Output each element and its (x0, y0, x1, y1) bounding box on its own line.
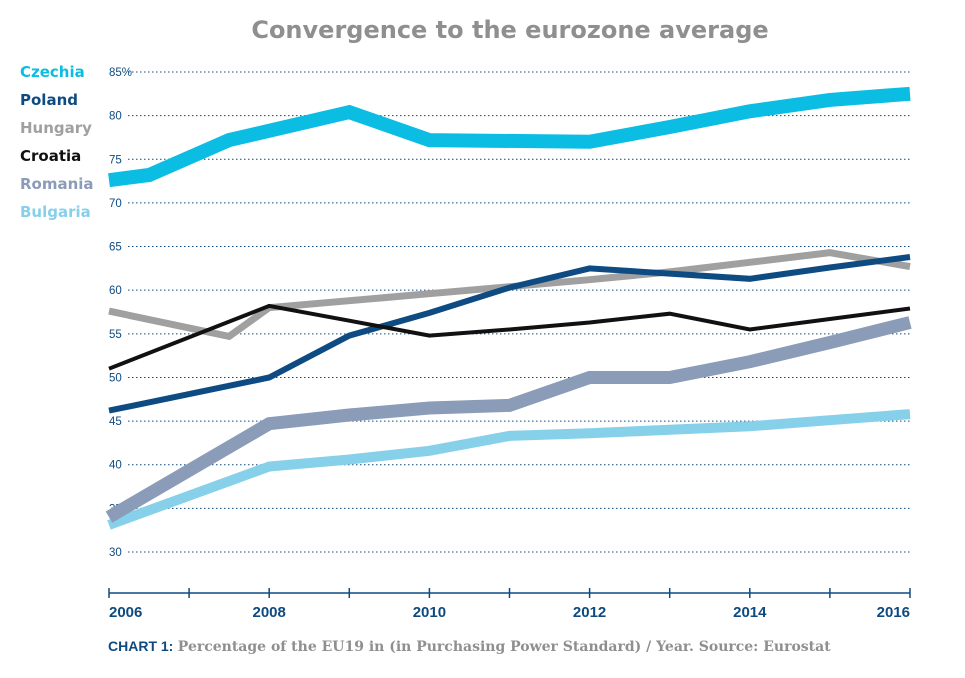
legend-item-croatia: Croatia (20, 147, 82, 165)
series-line-croatia (108, 303, 911, 371)
legend-item-bulgaria: Bulgaria (20, 203, 91, 221)
y-tick-label: 60 (109, 285, 122, 297)
chart-title: Convergence to the eurozone average (251, 16, 769, 44)
series-line-poland (108, 254, 911, 414)
legend-item-czechia: Czechia (20, 63, 85, 81)
legend-item-hungary: Hungary (20, 119, 92, 137)
y-tick-label: 65 (109, 242, 122, 254)
series-line-czechia (108, 86, 911, 188)
x-tick-label: 2016 (877, 604, 910, 621)
x-tick-label: 2014 (733, 604, 767, 621)
x-tick-label: 2012 (573, 604, 606, 621)
series-line-bulgaria (107, 409, 911, 530)
y-tick-label: 55 (109, 329, 122, 341)
y-tick-label: 40 (109, 460, 122, 472)
x-axis: 2006 2008 2010 2012 2014 2016 (108, 588, 911, 621)
x-tick-label: 2008 (253, 604, 286, 621)
y-tick-label: 45 (109, 416, 122, 428)
caption-label: CHART 1: (108, 638, 174, 654)
y-tick-label: 70 (109, 198, 122, 210)
series-line-romania (105, 316, 912, 523)
caption-text: Percentage of the EU19 in (in Purchasing… (177, 639, 831, 655)
y-tick-label: 75 (109, 154, 122, 166)
legend-item-romania: Romania (20, 175, 94, 193)
series-lines (105, 86, 912, 530)
y-tick-label: 50 (109, 372, 122, 384)
chart-caption: CHART 1: Percentage of the EU19 in (in P… (108, 638, 831, 655)
y-tick-label: 80 (109, 111, 122, 123)
y-tick-label: 30 (109, 547, 122, 559)
legend: Czechia Poland Hungary Croatia Romania B… (20, 62, 94, 230)
x-tick-label: 2006 (109, 604, 142, 621)
x-tick-label: 2010 (413, 604, 446, 621)
legend-item-poland: Poland (20, 91, 78, 109)
y-tick-label: 85% (109, 67, 132, 79)
